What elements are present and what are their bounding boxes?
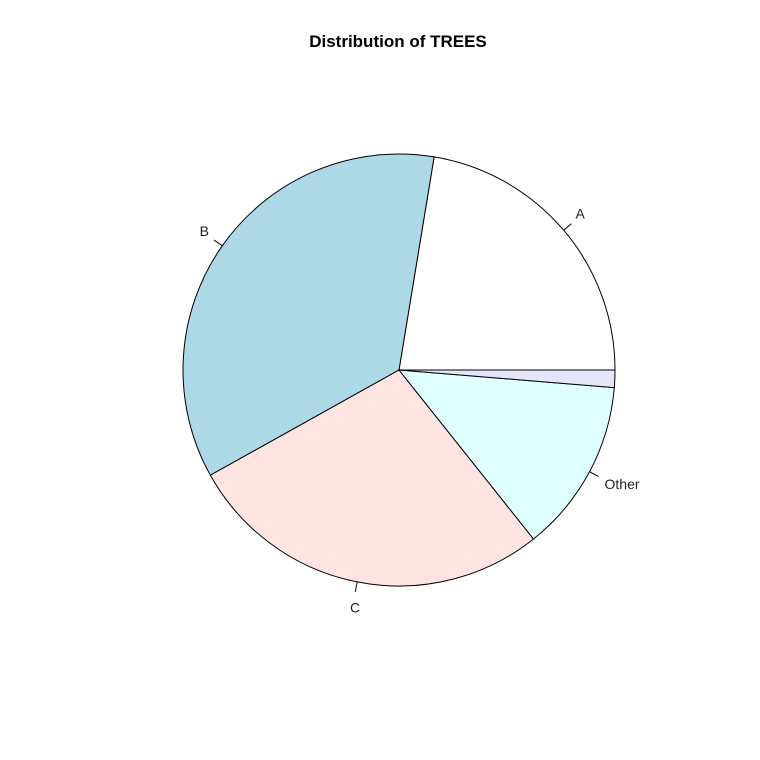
slice-label-c: C — [350, 599, 360, 615]
pie-slices — [182, 153, 616, 587]
slice-label-b: B — [200, 223, 209, 239]
pie-slice-a — [398, 156, 616, 371]
pie-slice-c — [209, 369, 535, 587]
label-tick-b — [213, 239, 223, 247]
pie-labels: A B C Other — [200, 205, 640, 615]
slice-label-a: A — [576, 205, 586, 221]
pie-slice-other — [397, 369, 615, 540]
slice-label-other: Other — [605, 476, 640, 492]
label-tick-a — [563, 223, 572, 231]
chart-title: Distribution of TREES — [309, 32, 487, 51]
pie-slice-unlabeled-4 — [398, 369, 616, 389]
label-tick-other — [589, 471, 599, 477]
label-tick-c — [354, 581, 358, 592]
pie-slice-b — [182, 153, 435, 476]
